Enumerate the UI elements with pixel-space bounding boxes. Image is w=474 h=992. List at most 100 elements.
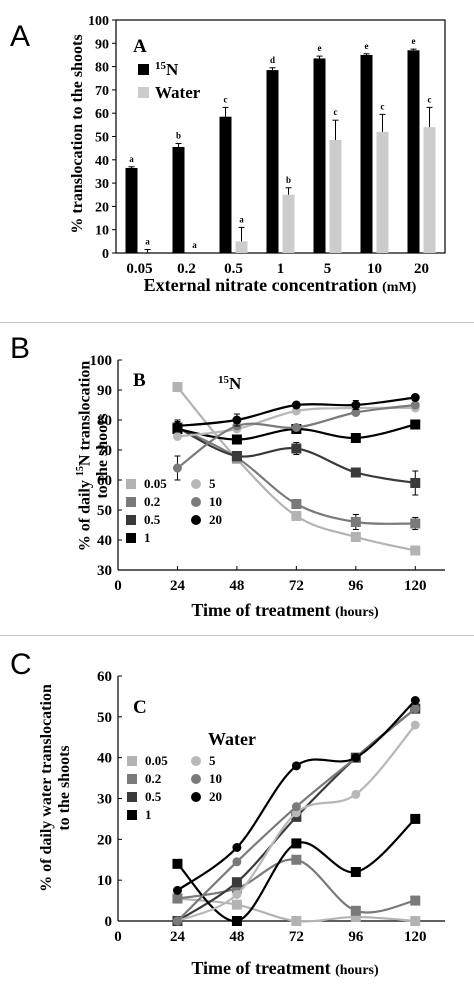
data-point-0.05 xyxy=(172,382,183,392)
x-tick-label: 72 xyxy=(289,929,304,945)
data-point-5 xyxy=(232,889,242,899)
data-point-5 xyxy=(172,432,182,441)
legend-superscript: 15 xyxy=(155,60,167,72)
legend-marker-5 xyxy=(191,479,201,489)
data-point-0.2 xyxy=(231,883,242,894)
legend-label-5: 5 xyxy=(209,753,216,768)
y-tick-label: 20 xyxy=(97,832,112,848)
data-point-0.05 xyxy=(291,511,302,521)
x-tick-label: 0.2 xyxy=(177,261,196,277)
panel-c-x-axis-label: Time of treatment (hours) xyxy=(120,958,450,979)
data-point-10 xyxy=(291,802,301,812)
panel-a-x-axis-title: External nitrate concentration xyxy=(143,275,378,295)
panel-b-inner-label: 15N xyxy=(218,374,242,393)
data-point-0.5 xyxy=(231,451,242,461)
data-point-10 xyxy=(232,857,242,867)
data-point-0.05 xyxy=(231,899,242,910)
y-tick-label: 10 xyxy=(95,224,109,239)
legend-marker-20 xyxy=(191,515,201,525)
data-point-20 xyxy=(232,415,242,425)
bar-15N xyxy=(313,58,326,253)
series-line-1 xyxy=(176,818,417,923)
x-tick-label: 0.5 xyxy=(224,261,243,277)
bar-Water xyxy=(423,127,436,253)
data-point-1 xyxy=(231,916,242,926)
panel-a-x-axis-label: External nitrate concentration (mM) xyxy=(110,275,450,296)
bar-Water xyxy=(235,241,248,253)
bar-Water xyxy=(282,194,295,253)
data-point-10 xyxy=(351,408,361,417)
x-tick-label: 24 xyxy=(170,578,186,594)
y-tick-label: 90 xyxy=(95,37,109,52)
y-tick-label: 90 xyxy=(97,383,112,399)
data-point-0.5 xyxy=(231,877,242,888)
x-tick-label: 20 xyxy=(414,261,429,277)
data-point-0.2 xyxy=(350,517,361,527)
legend-marker-1 xyxy=(127,810,137,820)
bar-15N xyxy=(266,70,279,253)
legend-label-20: 20 xyxy=(209,789,222,804)
y-tick-label: 0 xyxy=(102,247,109,262)
legend-label-0.5: 0.5 xyxy=(144,512,161,527)
data-point-1 xyxy=(231,434,242,445)
bar-Water xyxy=(329,139,342,253)
data-point-0.5 xyxy=(350,467,361,478)
y-tick-label: 30 xyxy=(97,563,112,579)
data-point-1 xyxy=(291,838,302,849)
legend-marker-0.2 xyxy=(126,497,136,507)
legend-marker-20 xyxy=(191,792,201,802)
x-tick-label: 24 xyxy=(170,929,186,945)
y-tick-label: 60 xyxy=(97,669,112,685)
data-point-10 xyxy=(410,704,420,714)
y-tick-label: 100 xyxy=(90,353,113,369)
data-point-0.2 xyxy=(350,905,361,916)
panel-a-bar-chart: 0 10 20 30 40 50 60 70 80 90 100 0.05 a a 0.2 b a 0.5 c a 1 d… xyxy=(88,14,446,277)
legend-label-0.5: 0.5 xyxy=(145,789,162,804)
panel-b-x-axis-title: Time of treatment xyxy=(191,600,331,620)
panel-c-inner-label: Water xyxy=(208,729,256,749)
y-tick-label: 20 xyxy=(95,200,109,215)
x-tick-label: 0 xyxy=(114,578,122,594)
legend-label-10: 10 xyxy=(209,771,222,786)
data-point-1 xyxy=(350,867,361,877)
significance-letter: b xyxy=(176,130,181,140)
data-point-0.05 xyxy=(410,545,421,556)
legend-marker-0.2 xyxy=(127,774,137,784)
significance-letter: a xyxy=(192,240,197,250)
legend-marker-1 xyxy=(126,533,136,543)
y-tick-label: 10 xyxy=(97,873,112,889)
x-tick-label: 120 xyxy=(404,929,427,945)
legend-marker-10 xyxy=(191,497,201,507)
panel-b-x-axis-unit: (hours) xyxy=(335,605,379,620)
legend-swatch-15N xyxy=(138,64,149,75)
legend-marker-0.5 xyxy=(127,792,137,802)
significance-letter: c xyxy=(224,94,228,104)
data-point-20 xyxy=(410,393,420,402)
inner-label-main: N xyxy=(229,374,242,393)
legend-label-Water: Water xyxy=(155,83,201,102)
data-point-0.2 xyxy=(291,854,302,865)
legend-marker-5 xyxy=(191,756,201,766)
y-tick-label: 70 xyxy=(97,443,112,459)
y-tick-label: 100 xyxy=(88,14,109,29)
significance-letter: e xyxy=(318,43,322,53)
legend-label-1: 1 xyxy=(144,530,151,545)
data-point-20 xyxy=(351,400,361,410)
x-tick-label: 5 xyxy=(324,261,332,277)
significance-letter: c xyxy=(428,94,432,104)
data-point-0.2 xyxy=(172,893,183,904)
y-tick-label: 50 xyxy=(97,503,112,519)
data-point-0.5 xyxy=(291,443,302,454)
legend-label-0.2: 0.2 xyxy=(145,771,161,786)
significance-letter: c xyxy=(381,101,385,111)
legend-label-10: 10 xyxy=(209,494,222,509)
y-tick-label: 30 xyxy=(95,177,109,192)
data-point-1 xyxy=(172,858,183,869)
data-point-1 xyxy=(410,419,421,430)
x-tick-label: 120 xyxy=(404,578,427,594)
significance-letter: b xyxy=(286,175,291,185)
y-tick-label: 60 xyxy=(97,473,112,489)
y-tick-label: 50 xyxy=(95,131,109,146)
legend-marker-0.5 xyxy=(126,515,136,525)
data-point-20 xyxy=(291,761,301,771)
